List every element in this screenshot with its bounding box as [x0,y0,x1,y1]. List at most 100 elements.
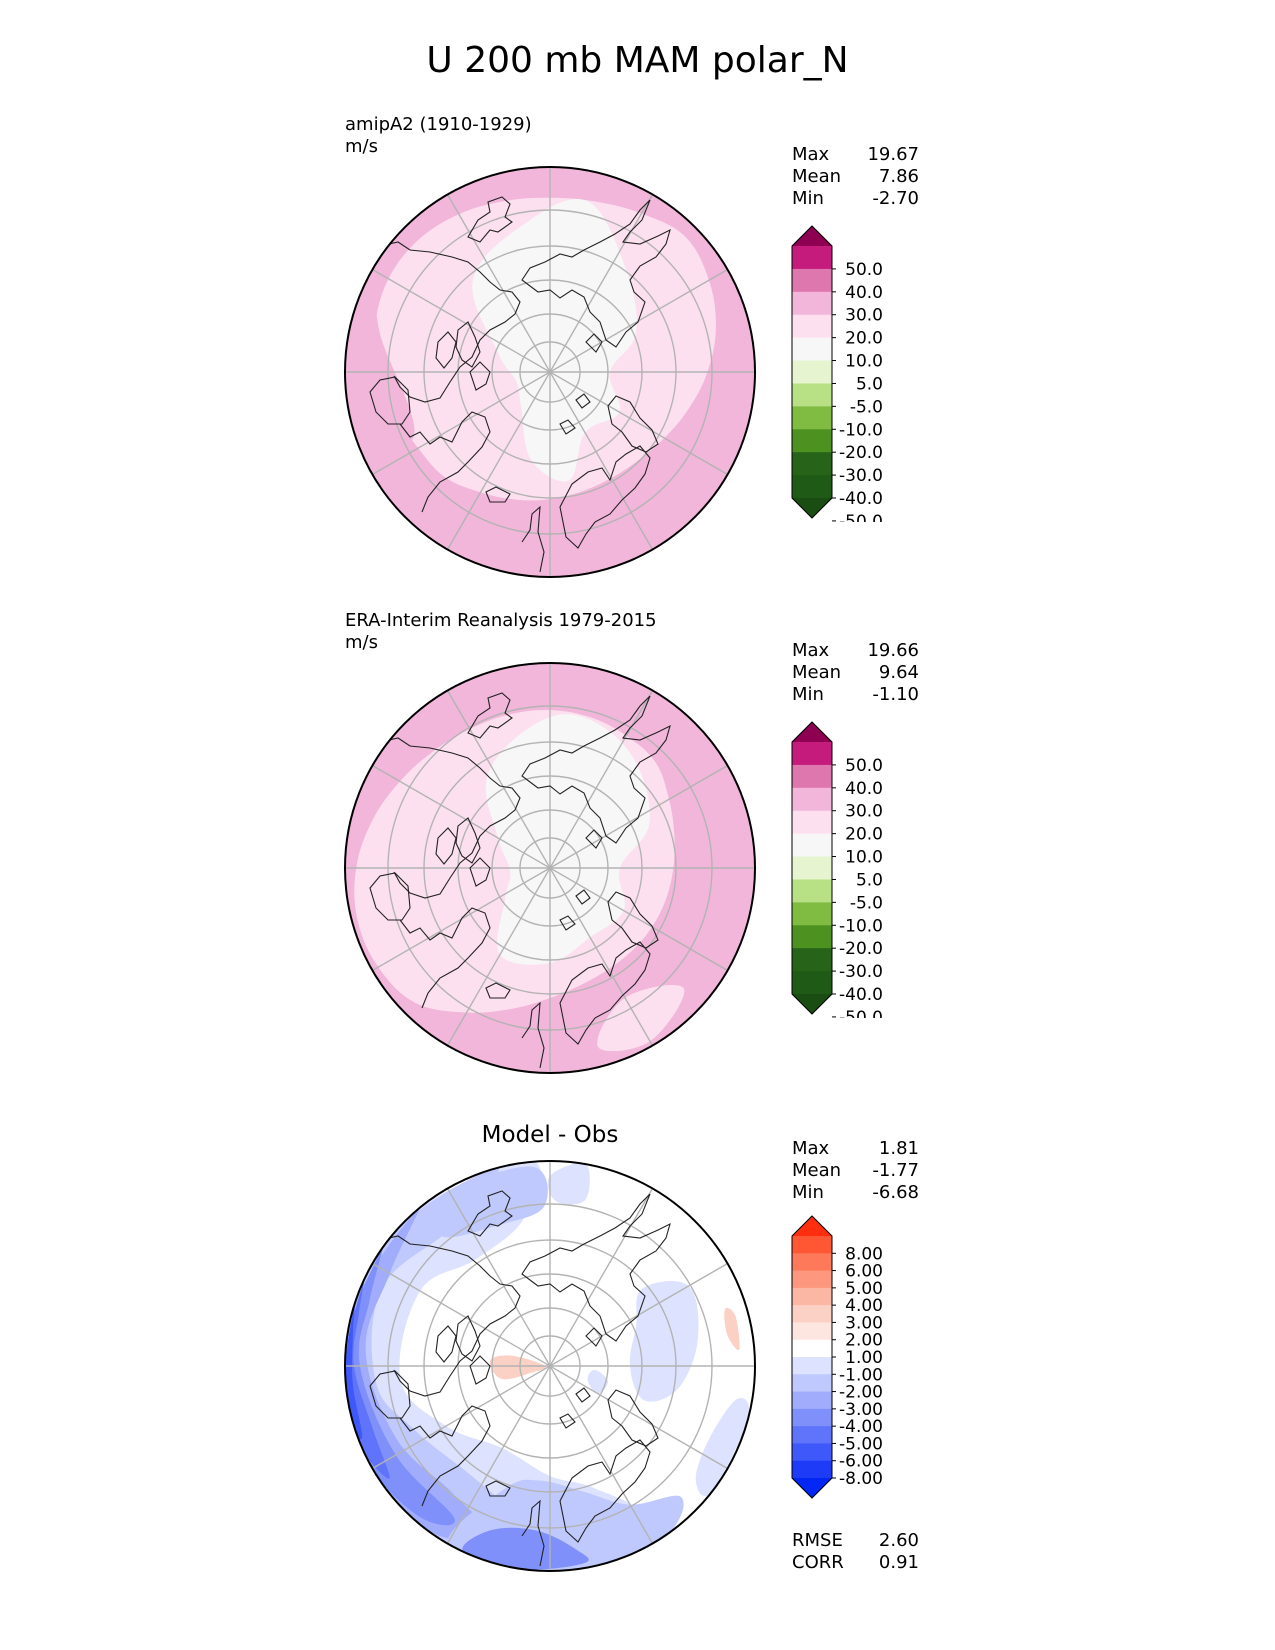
colorbar-tick-label: -6.00 [839,1452,883,1472]
map-field [345,663,755,1073]
coastline [559,445,651,549]
coastlines [369,196,671,573]
colorbar-swatch [792,383,832,407]
coastline [435,827,457,865]
colorbar-tick-label: -5.00 [839,1434,883,1454]
coastline [485,1480,511,1497]
colorbar-tick-label: -1.00 [839,1365,883,1385]
stat-max-value: 19.66 [867,640,919,661]
colorbar-tick-label: 5.0 [856,870,883,890]
coastline [521,1001,545,1069]
colorbar-tick-label: -30.0 [839,466,883,486]
colorbar-tick-label: 6.00 [845,1262,883,1282]
meridian-line [372,764,728,972]
stat-max-label: Max [792,1138,830,1159]
colorbar-swatch [792,1408,832,1427]
colorbar-tick-label: 4.00 [845,1296,883,1316]
colorbar-tick-label: 50.0 [845,756,883,776]
stat-corr-label: CORR [792,1552,844,1573]
colorbar-tick-label: -5.0 [850,397,883,417]
coastline [521,199,671,348]
coastline [435,1325,457,1363]
coastlines [369,1190,671,1567]
map-diff [344,1160,756,1572]
coastline [469,857,491,887]
colorbar-swatch [792,902,832,926]
colorbar-swatch [792,971,832,995]
colorbar-swatch [792,1270,832,1289]
stat-min-label: Min [792,1182,824,1203]
colorbar-swatch [792,1443,832,1462]
colorbar-tick-label: 10.0 [845,352,883,372]
colorbar-swatch [792,406,832,430]
graticule [345,663,755,1073]
coastline [559,1439,651,1543]
stat-mean-label: Mean [792,166,842,187]
contour-fill [489,1355,546,1380]
stat-min-label: Min [792,188,824,209]
stat-max-label: Max [792,640,830,661]
colorbar-tick-label: -30.0 [839,962,883,982]
colorbar-tick-label: 20.0 [845,825,883,845]
map-field [345,1161,755,1571]
colorbar-swatch [792,314,832,339]
colorbar-extend-top [792,1216,832,1236]
colorbar-swatch [792,787,832,812]
colorbar-tick-label: 3.00 [845,1313,883,1333]
meridian-line [372,268,728,476]
contour-fill [462,1527,589,1570]
contour-fill [597,985,685,1052]
colorbar-swatch [792,810,832,835]
colorbar-swatch [792,879,832,903]
stats-diff-skill: RMSE 2.60 CORR 0.91 [792,1530,919,1574]
colorbar-swatch [792,1339,832,1358]
map-obs [344,662,756,1074]
colorbar-swatch [792,856,832,880]
coastline [585,1327,603,1347]
colorbar-tick-label: 5.00 [845,1279,883,1299]
colorbar-tick-label: 20.0 [845,329,883,349]
colorbar-obs: 50.0 40.0 30.0 20.0 10.05.0 -5.0 -10.0 -20.0 -30… [791,721,883,1018]
stat-max-value: 1.81 [878,1138,919,1159]
colorbar-swatch [792,452,832,476]
colorbar-swatch [792,291,832,316]
colorbar-tick-label: 30.0 [845,802,883,822]
map-boundary [344,662,756,1074]
colorbar-tick-label: -40.0 [839,489,883,509]
coastline [521,1193,671,1342]
coastline [369,1370,411,1419]
colorbar-extend-top [792,226,832,246]
panel-obs: ERA-Interim Reanalysis 1979-2015 m/s Max… [0,606,1275,1096]
colorbar-swatch [792,1322,832,1341]
colorbar-tick-label: 30.0 [845,306,883,326]
colorbar-swatch [792,1374,832,1393]
colorbar-swatch [792,1391,832,1410]
contour-fill [587,1369,609,1394]
coastline [485,486,511,503]
colorbar-swatch [792,1426,832,1444]
colorbar-swatch [792,1287,832,1306]
graticule [345,1161,755,1571]
figure-title: U 200 mb MAM polar_N [426,40,849,81]
coastline [559,941,651,1045]
colorbar-tick-label: -4.00 [839,1417,883,1437]
stat-min-value: -2.70 [872,188,919,209]
coastline [467,1190,513,1237]
colorbar-tick-label: -10.0 [839,420,883,440]
colorbar-tick-label: 40.0 [845,779,883,799]
stat-mean-label: Mean [792,1160,842,1181]
colorbar-model: 50.0 40.0 30.0 20.0 10.05.0 -5.0 -10.0 -20.0 -30… [791,225,883,522]
coastline [435,331,457,369]
stat-min-value: -6.68 [872,1182,919,1203]
map-boundary [344,1160,756,1572]
colorbar-tick-label: -3.00 [839,1400,883,1420]
coastlines [369,692,671,1069]
colorbar-swatch [792,475,832,499]
coastline [575,889,591,905]
colorbar-tick-label: -8.00 [839,1469,883,1489]
coastline [521,695,671,844]
colorbar-diff: 8.006.005.004.003.002.001.00-1.00-2.00-3… [791,1215,883,1499]
colorbar-swatch [792,948,832,972]
colorbar-swatch [792,764,832,789]
coastline [467,692,513,739]
